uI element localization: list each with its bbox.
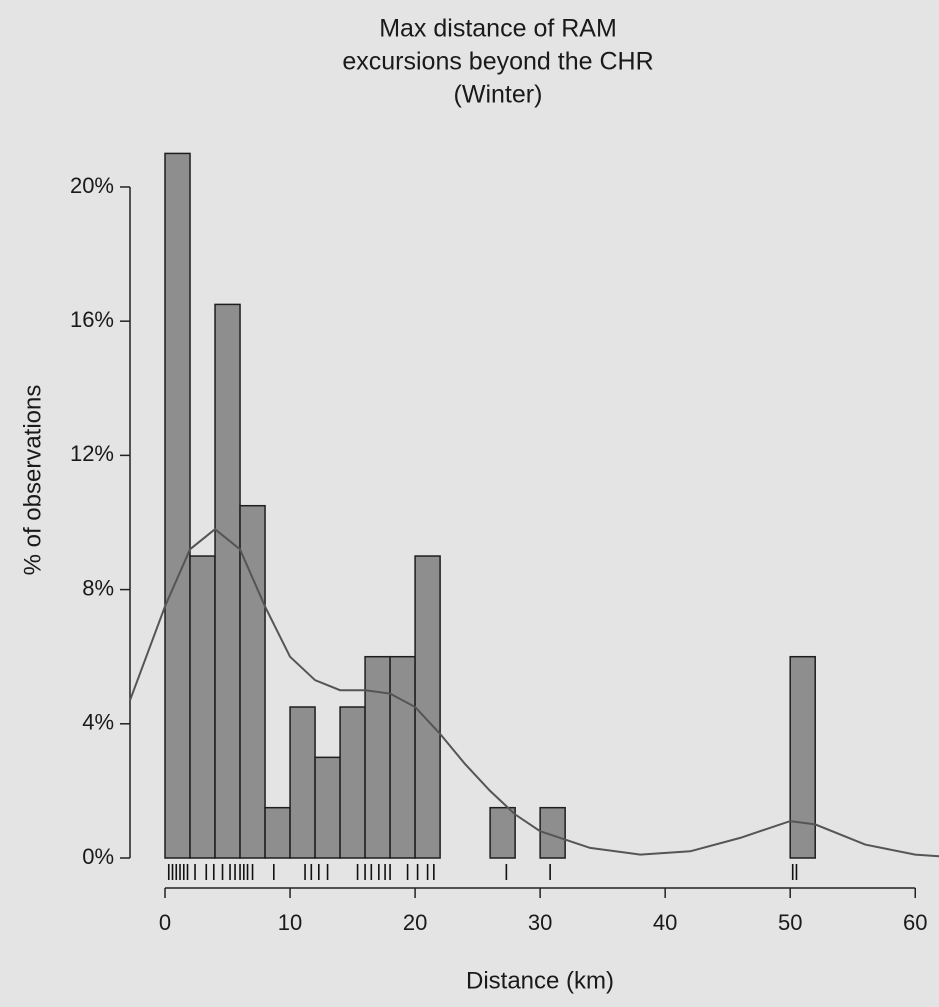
y-tick-label: 12% — [70, 441, 114, 466]
x-tick-label: 50 — [778, 910, 802, 935]
y-tick-label: 16% — [70, 307, 114, 332]
bar — [389, 655, 416, 859]
bar — [214, 303, 241, 859]
x-tick-label: 60 — [903, 910, 927, 935]
bar — [539, 806, 566, 859]
bar — [789, 655, 816, 859]
y-tick-label: 8% — [82, 575, 114, 600]
bar — [164, 152, 191, 859]
bar — [339, 706, 366, 859]
chart-title: (Winter) — [454, 81, 543, 109]
y-tick-label: 20% — [70, 173, 114, 198]
x-tick-label: 0 — [159, 910, 171, 935]
x-tick-label: 30 — [528, 910, 552, 935]
x-axis-label: Distance (km) — [466, 967, 614, 994]
y-tick-label: 4% — [82, 710, 114, 735]
bar — [364, 655, 391, 859]
bar — [264, 806, 291, 859]
bar — [239, 504, 266, 859]
bar — [489, 806, 516, 859]
y-tick-label: 0% — [82, 844, 114, 869]
x-tick-label: 10 — [278, 910, 302, 935]
bar — [314, 756, 341, 859]
x-tick-label: 20 — [403, 910, 427, 935]
y-axis-label: % of observations — [19, 385, 46, 576]
bar — [289, 706, 316, 859]
density-line — [129, 527, 939, 858]
bar — [189, 555, 216, 859]
x-tick-label: 40 — [653, 910, 677, 935]
chart-title: Max distance of RAM — [379, 15, 617, 43]
chart-title: excursions beyond the CHR — [342, 48, 653, 76]
bar — [414, 555, 441, 859]
